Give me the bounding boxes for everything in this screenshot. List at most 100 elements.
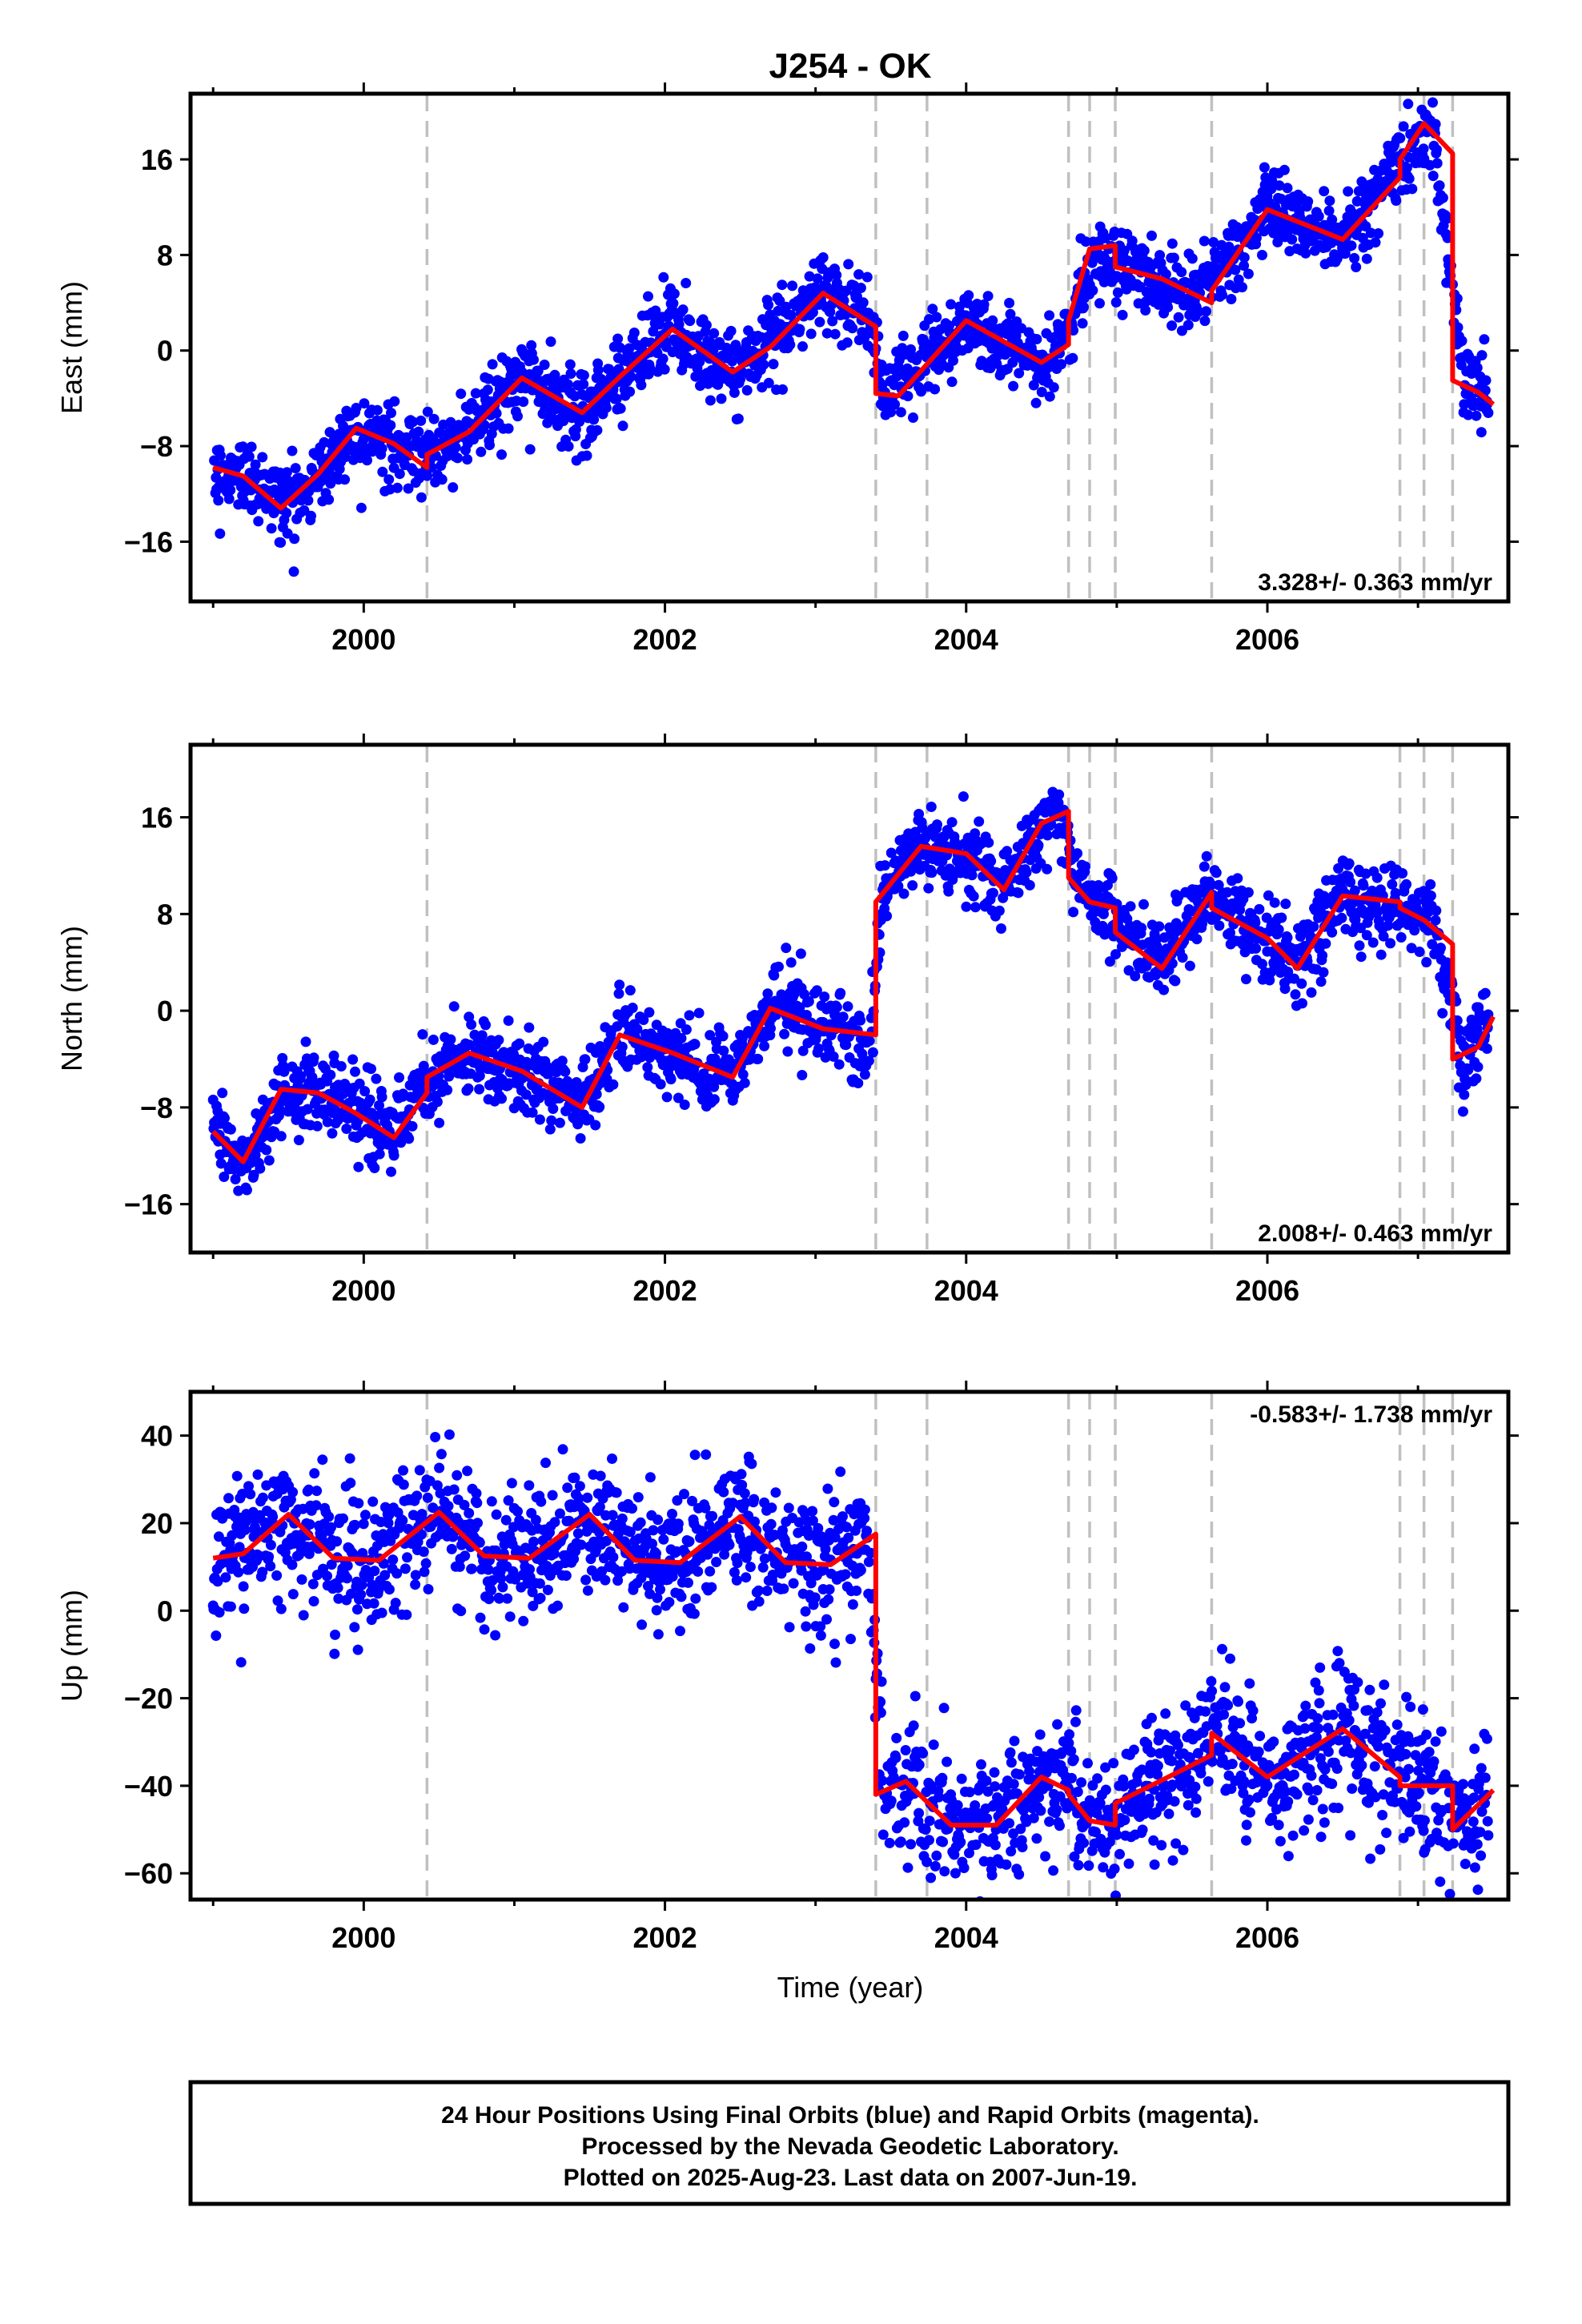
up-point-505 — [540, 1458, 551, 1469]
north-point-602 — [594, 1101, 605, 1112]
east-point-414 — [479, 420, 490, 431]
up-point-626 — [616, 1513, 628, 1524]
east-point-750 — [694, 356, 705, 368]
east-point-1440 — [1138, 245, 1150, 256]
north-point-1661 — [1289, 973, 1299, 984]
up-point-655 — [635, 1517, 646, 1528]
north-point-1878 — [1430, 915, 1441, 926]
east-point-103 — [275, 537, 287, 548]
north-ytick-label-0: −16 — [124, 1188, 173, 1221]
up-point-160 — [309, 1468, 320, 1479]
north-point-727 — [673, 1092, 684, 1104]
up-point-194 — [333, 1593, 344, 1604]
east-point-1668 — [1287, 234, 1298, 245]
east-point-1483 — [1166, 320, 1178, 332]
east-point-1498 — [1176, 267, 1187, 278]
up-point-419 — [484, 1594, 495, 1605]
up-point-316 — [416, 1529, 427, 1540]
north-point-1705 — [1315, 976, 1327, 987]
up-point-693 — [659, 1566, 670, 1577]
up-point-8 — [212, 1576, 223, 1587]
east-point-484 — [524, 444, 536, 455]
north-point-1886 — [1435, 943, 1446, 954]
north-axis-label: North (mm) — [55, 926, 88, 1072]
east-point-1226 — [1000, 348, 1011, 360]
north-point-1536 — [1206, 879, 1217, 891]
east-point-1755 — [1346, 240, 1357, 251]
north-point-145 — [300, 1036, 311, 1047]
up-point-684 — [652, 1629, 664, 1640]
east-point-1234 — [1005, 308, 1016, 320]
up-point-753 — [700, 1502, 711, 1514]
up-point-591 — [594, 1502, 605, 1513]
east-point-548 — [565, 368, 576, 380]
north-ytick-label-1: −8 — [140, 1092, 173, 1124]
east-point-963 — [829, 328, 841, 340]
east-point-725 — [677, 304, 689, 316]
north-point-972 — [833, 1059, 845, 1070]
east-point-581 — [588, 414, 600, 425]
up-point-49 — [239, 1603, 250, 1614]
up-point-691 — [658, 1534, 669, 1545]
north-point-779 — [709, 1081, 720, 1092]
east-point-709 — [668, 298, 679, 309]
north-point-64 — [248, 1169, 259, 1180]
up-point-948 — [829, 1497, 840, 1508]
north-point-1603 — [1251, 943, 1262, 954]
north-point-950 — [819, 991, 830, 1003]
north-break-lines — [425, 746, 1455, 1251]
north-point-1041 — [881, 911, 893, 922]
north-point-1204 — [988, 887, 998, 899]
east-point-711 — [669, 288, 680, 300]
north-point-1620 — [1263, 890, 1274, 901]
up-point-620 — [612, 1529, 624, 1540]
up-point-572 — [582, 1585, 593, 1596]
east-point-1759 — [1349, 252, 1360, 263]
east-point-767 — [705, 395, 716, 406]
east-point-1532 — [1199, 235, 1210, 247]
north-point-1872 — [1425, 891, 1436, 901]
north-point-1379 — [1104, 956, 1115, 967]
north-point-539 — [554, 1117, 565, 1128]
up-point-941 — [823, 1594, 834, 1605]
north-point-1088 — [913, 809, 925, 819]
north-point-943 — [813, 1043, 824, 1054]
up-point-392 — [466, 1563, 477, 1574]
north-point-1607 — [1254, 903, 1265, 915]
east-point-1871 — [1424, 80, 1435, 90]
east-point-1727 — [1326, 237, 1337, 248]
east-point-881 — [777, 384, 788, 395]
north-point-1828 — [1397, 868, 1408, 879]
up-observation-points — [207, 1429, 1494, 1900]
up-point-228 — [356, 1579, 367, 1590]
up-point-289 — [398, 1479, 409, 1490]
north-point-794 — [718, 1045, 729, 1056]
east-point-292 — [394, 468, 405, 480]
east-point-617 — [611, 393, 622, 404]
east-point-1791 — [1370, 237, 1381, 248]
north-point-857 — [759, 1040, 770, 1051]
east-point-234 — [359, 398, 370, 409]
up-point-831 — [749, 1494, 760, 1505]
north-point-1387 — [1110, 949, 1121, 960]
north-point-677 — [642, 1062, 653, 1073]
east-point-545 — [563, 440, 574, 452]
north-point-1108 — [926, 802, 937, 812]
east-point-1371 — [1094, 298, 1105, 309]
up-point-599 — [600, 1574, 611, 1586]
north-point-1663 — [1290, 989, 1301, 1000]
up-point-23 — [223, 1493, 234, 1504]
east-point-1597 — [1243, 268, 1254, 279]
north-point-1013 — [863, 1055, 874, 1067]
north-point-630 — [613, 988, 624, 999]
east-point-1949 — [1479, 334, 1490, 345]
east-point-1350 — [1080, 236, 1091, 247]
east-point-1398 — [1110, 297, 1122, 308]
north-point-244 — [366, 1063, 376, 1075]
east-point-1911 — [1452, 322, 1464, 333]
up-point-126 — [287, 1559, 298, 1570]
east-point-1167 — [963, 290, 974, 301]
east-point-123 — [288, 566, 299, 577]
up-point-929 — [815, 1621, 826, 1632]
